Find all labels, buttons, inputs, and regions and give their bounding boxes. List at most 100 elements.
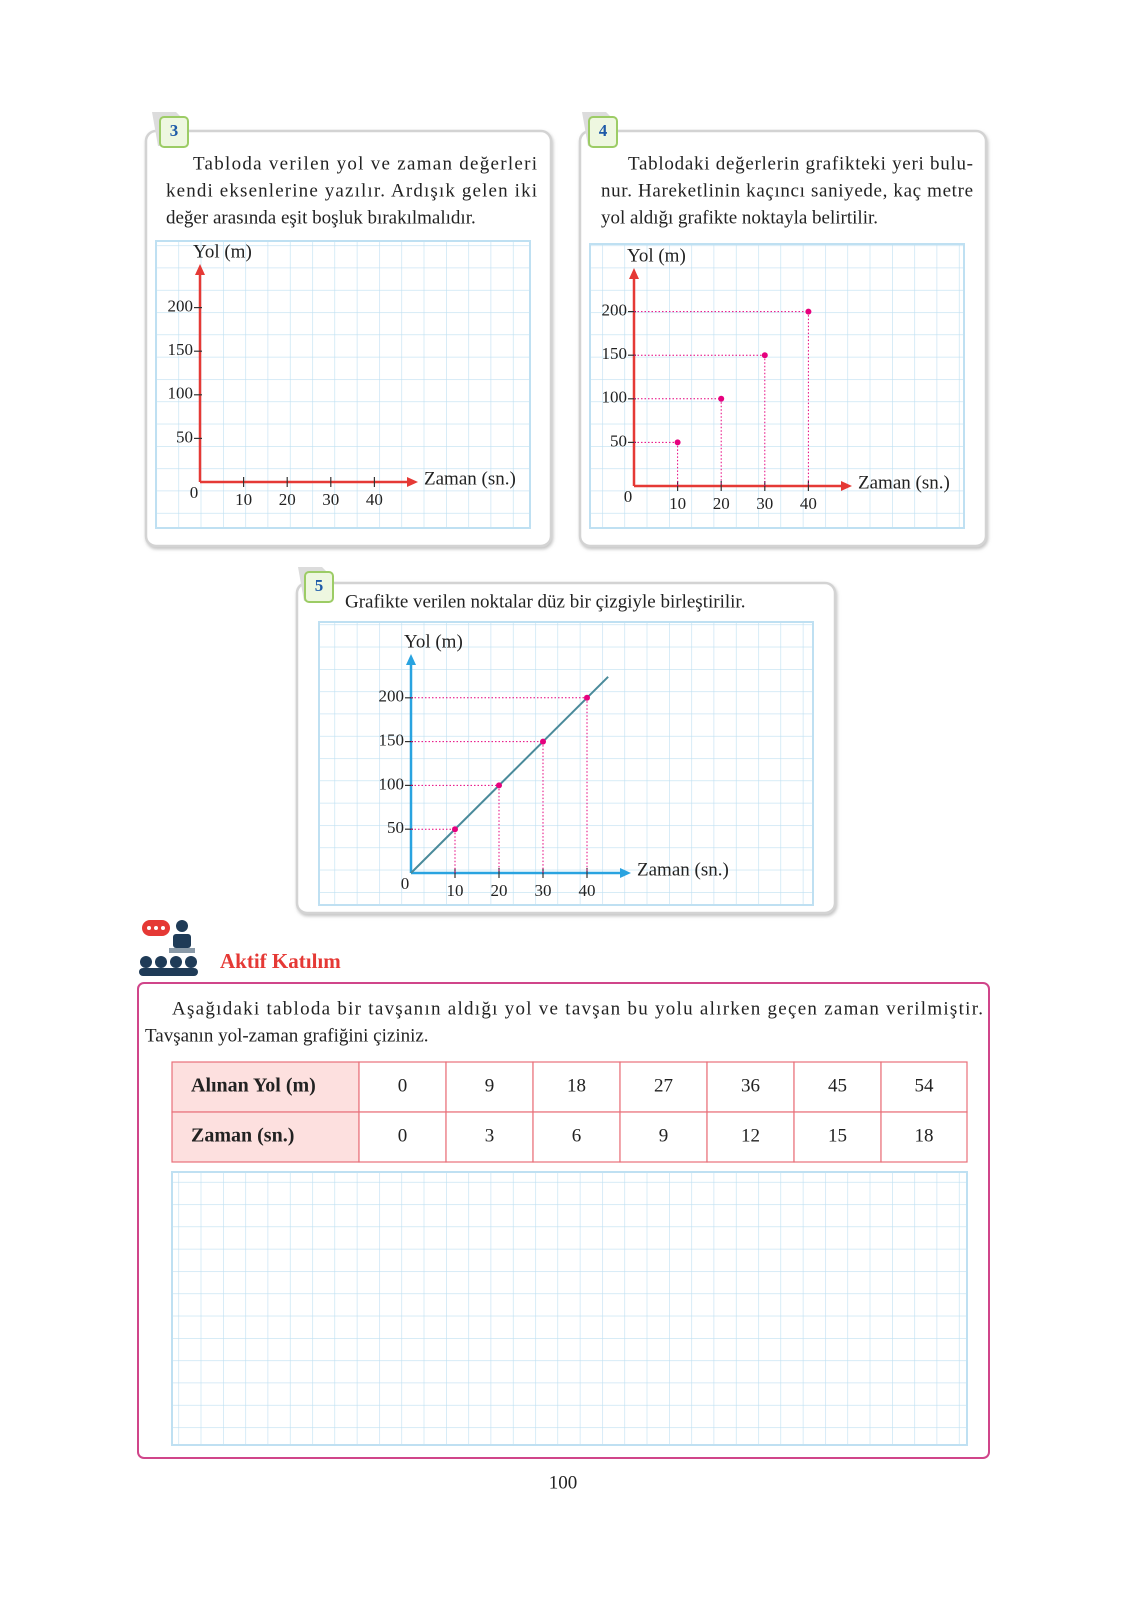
y-tick-label: 100 [379,774,405,793]
origin-label: 0 [401,874,410,893]
activity-text: Aşağıdaki tabloda bir tavşanın aldığı yo… [172,998,983,1019]
y-axis-arrow [195,264,205,275]
table-value: 18 [915,1125,934,1146]
x-tick-label: 10 [669,494,686,513]
table-value: 0 [398,1075,408,1096]
y-tick-label: 200 [168,297,194,316]
x-tick-label: 20 [279,490,296,509]
y-tick-label: 150 [379,731,405,750]
data-point [718,395,725,402]
data-point [674,439,681,446]
step-text: yol aldığı grafikte noktayla belirtilir. [601,207,878,228]
step-text: nur. Hareketlinin kaçıncı saniyede, kaç … [601,180,973,201]
x-tick-label: 30 [756,494,773,513]
grid-paper [171,1171,968,1446]
table-cell [793,1111,882,1163]
origin-label: 0 [624,487,633,506]
grid-paper [155,240,531,529]
x-tick-label: 30 [535,881,552,900]
table-cell [445,1111,534,1163]
y-tick-label: 200 [379,687,405,706]
table-value: 15 [828,1125,847,1146]
row-header: Zaman (sn.) [191,1125,294,1147]
x-axis-arrow [841,481,852,491]
y-tick-label: 150 [602,344,628,363]
table-cell [880,1111,968,1163]
page-number: 100 [549,1472,578,1493]
origin-label: 0 [190,483,199,502]
grid-paper [318,621,814,906]
table-value: 6 [572,1125,582,1146]
step-text: değer arasında eşit boşluk bırakılmalıdı… [166,207,476,228]
step-text: Tabloda verilen yol ve zaman değerleri [193,153,537,174]
activity-text: Tavşanın yol-zaman grafiğini çiziniz. [145,1025,429,1046]
step-text: kendi eksenlerine yazılır. Ardışık gelen… [166,180,537,201]
table-value: 18 [567,1075,586,1096]
data-point [496,782,502,789]
y-tick-label: 200 [602,301,628,320]
x-tick-label: 30 [322,490,339,509]
y-tick-label: 50 [176,427,193,446]
fit-line [410,676,609,874]
activity-title: Aktif Katılım [220,949,341,973]
grid-paper [589,243,965,529]
table-value: 12 [741,1125,760,1146]
x-axis-arrow [407,477,418,487]
x-tick-label: 40 [366,490,383,509]
step-number: 5 [315,576,324,595]
y-tick-label: 150 [168,340,194,359]
y-axis-label: Yol (m) [627,245,686,266]
table-cell [532,1111,621,1163]
table-cell [793,1061,882,1113]
y-axis-arrow [406,654,416,665]
table-cell [445,1061,534,1113]
table-value: 36 [741,1075,760,1096]
x-axis-label: Zaman (sn.) [424,468,516,489]
x-tick-label: 20 [491,881,508,900]
y-axis-label: Yol (m) [193,241,252,262]
table-cell [358,1111,447,1163]
step-tab: 3 [152,112,189,148]
data-point [761,352,768,359]
table-cell [171,1111,360,1163]
y-tick-label: 100 [168,384,194,403]
table-value: 3 [485,1125,495,1146]
x-tick-label: 10 [447,881,464,900]
x-tick-label: 40 [579,881,596,900]
table-cell [171,1061,360,1113]
table-value: 0 [398,1125,408,1146]
step-number: 3 [170,121,179,140]
step-tab: 5 [298,567,334,603]
x-axis-arrow [620,868,631,878]
y-tick-label: 50 [387,818,404,837]
data-point [805,308,812,315]
y-axis-arrow [629,268,639,279]
step-tab: 4 [582,112,618,148]
table-value: 45 [828,1075,847,1096]
x-axis-label: Zaman (sn.) [637,859,729,880]
table-cell [619,1111,708,1163]
row-header: Alınan Yol (m) [191,1075,316,1097]
table-cell [358,1061,447,1113]
y-axis-label: Yol (m) [404,631,463,652]
data-point [540,738,546,745]
step-number: 4 [599,121,608,140]
step-text: Grafikte verilen noktalar düz bir çizgiy… [345,591,745,612]
data-point [584,694,590,701]
x-axis-label: Zaman (sn.) [858,472,950,493]
y-tick-label: 100 [602,388,628,407]
table-value: 54 [915,1075,935,1096]
y-tick-label: 50 [610,431,627,450]
activity-box [137,982,990,1459]
data-point [452,826,458,833]
table-value: 27 [654,1075,673,1096]
table-cell [706,1061,795,1113]
x-tick-label: 20 [713,494,730,513]
x-tick-label: 10 [235,490,252,509]
x-tick-label: 40 [800,494,817,513]
activity-icon [139,920,198,976]
table-value: 9 [659,1125,669,1146]
